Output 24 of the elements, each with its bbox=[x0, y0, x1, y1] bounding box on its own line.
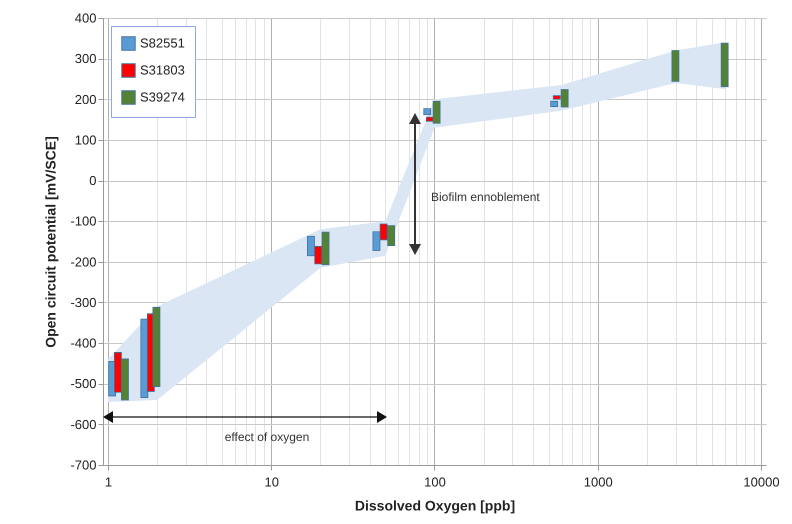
legend-label: S31803 bbox=[140, 62, 185, 78]
x-axis-title: Dissolved Oxygen [ppb] bbox=[354, 498, 516, 514]
y-tick-label: -700 bbox=[70, 458, 96, 472]
y-axis-title: Open circuit potential [mV/SCE] bbox=[42, 136, 58, 348]
y-tick-label: 200 bbox=[74, 92, 96, 107]
y-tick-label: -600 bbox=[70, 416, 96, 432]
legend-label: S39274 bbox=[140, 90, 185, 104]
y-tick-label: -300 bbox=[70, 294, 96, 310]
x-tick-label: 1000 bbox=[584, 474, 613, 490]
annotation: effect of oxygen bbox=[224, 430, 310, 444]
y-tick-label: -200 bbox=[70, 254, 96, 270]
x-tick-label: 100 bbox=[424, 474, 446, 490]
y-tick-label: 0 bbox=[89, 173, 96, 188]
y-tick-label: 300 bbox=[74, 51, 96, 66]
y-tick-label: -500 bbox=[70, 376, 96, 392]
legend-label: S82551 bbox=[140, 36, 185, 50]
x-tick-label: 10000 bbox=[743, 474, 780, 490]
annotation: Biofilm ennoblement bbox=[431, 190, 540, 204]
y-tick-label: 100 bbox=[74, 132, 96, 148]
x-tick-label: 10 bbox=[264, 474, 279, 490]
y-tick-label: -100 bbox=[70, 214, 96, 229]
x-tick-label: 1 bbox=[104, 474, 112, 490]
y-tick-label: 400 bbox=[74, 10, 96, 26]
y-tick-label: -400 bbox=[70, 336, 96, 351]
